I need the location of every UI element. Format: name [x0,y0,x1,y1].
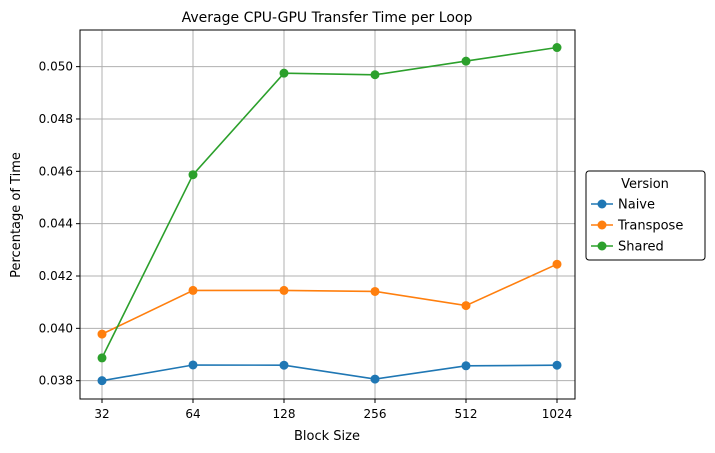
data-point-transpose [370,286,380,296]
data-point-transpose [552,259,562,269]
x-tick-label: 128 [273,407,296,421]
data-point-naive [188,360,198,370]
data-point-naive [279,360,289,370]
y-tick-label: 0.040 [39,321,73,335]
grid [80,30,575,399]
series-layer [97,43,562,386]
y-axis: 0.038 0.040 0.042 0.044 0.046 0.048 0.050 [39,60,80,388]
x-axis: 32 64 128 256 512 1024 [94,399,572,421]
y-tick-label: 0.042 [39,269,73,283]
legend-label-naive: Naive [618,198,655,213]
data-point-shared [552,43,562,53]
data-point-naive [552,360,562,370]
data-point-transpose [97,329,107,339]
data-point-naive [461,361,471,371]
data-point-transpose [279,285,289,295]
data-point-transpose [188,285,198,295]
series-line-naive [101,364,558,382]
legend-title: Version [621,177,669,192]
y-axis-label: Percentage of Time [9,152,24,278]
legend-marker-shared [597,241,607,251]
legend-marker-naive [597,199,607,209]
y-tick-label: 0.050 [39,60,73,74]
x-tick-label: 32 [94,407,109,421]
x-tick-label: 64 [185,407,200,421]
y-tick-label: 0.038 [39,374,73,388]
x-tick-label: 1024 [542,407,573,421]
legend-label-transpose: Transpose [617,219,683,234]
data-point-shared [97,353,107,363]
y-tick-label: 0.044 [39,217,73,231]
data-point-transpose [461,301,471,311]
data-point-shared [461,56,471,66]
legend-box [585,170,706,261]
data-point-naive [97,376,107,386]
y-tick-label: 0.048 [39,112,73,126]
data-point-shared [188,170,198,180]
x-axis-label: Block Size [294,429,360,444]
x-tick-label: 256 [364,407,387,421]
legend-label-shared: Shared [618,240,664,255]
chart-title: Average CPU-GPU Transfer Time per Loop [182,10,473,26]
data-point-shared [370,70,380,80]
legend: Version Naive Transpose Shared [585,170,706,261]
series-line-shared [101,46,558,359]
y-tick-label: 0.046 [39,164,73,178]
data-point-naive [370,374,380,384]
plot-area [79,29,576,400]
series-line-transpose [101,263,558,335]
data-point-shared [279,68,289,78]
x-tick-label: 512 [455,407,478,421]
legend-marker-transpose [597,220,607,230]
